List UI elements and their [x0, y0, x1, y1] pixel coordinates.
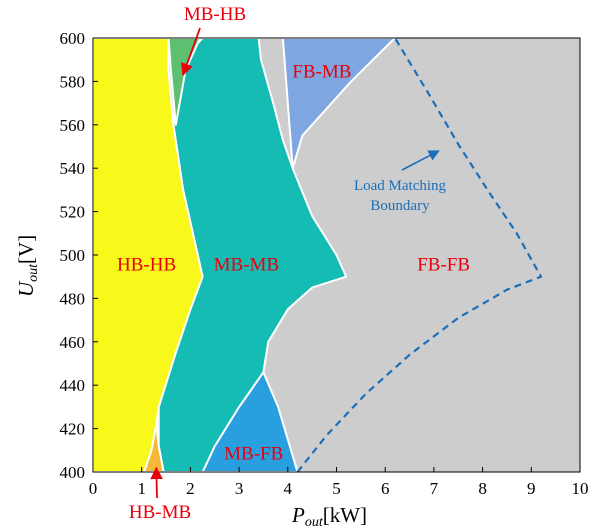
y-tick-label: 540: [60, 159, 86, 178]
y-tick-label: 520: [60, 203, 86, 222]
y-tick-label: 400: [60, 463, 86, 482]
annotation-mb-hb-arrow: [181, 27, 201, 77]
y-tick-label: 420: [60, 420, 86, 439]
y-tick-label: 460: [60, 333, 86, 352]
x-tick-label: 6: [381, 479, 390, 498]
axis-ticks: 0 1 2 3 4 5 6 7 8 9 10 400 420 440 460 480 500 520 540 560 5…: [60, 29, 589, 498]
y-tick-label: 560: [60, 116, 86, 135]
x-tick-label: 10: [572, 479, 589, 498]
annotation-hb-mb-label: HB-MB: [129, 502, 191, 523]
x-tick-label: 8: [478, 479, 487, 498]
y-tick-label: 500: [60, 246, 86, 265]
y-tick-label: 440: [60, 376, 86, 395]
region-label-fb-mb: FB-MB: [292, 62, 351, 83]
annotation-boundary-label-line: Boundary: [370, 198, 430, 214]
annotation-hb-mb-arrow: [150, 466, 163, 499]
y-axis-label: Uout[V]: [14, 235, 41, 297]
x-tick-label: 5: [332, 479, 341, 498]
region-label-mb-mb: MB-MB: [214, 255, 279, 276]
load-matching-boundary-line: [296, 38, 543, 472]
x-tick-label: 9: [527, 479, 536, 498]
region-mb-hb: [167, 38, 202, 126]
region-label-mb-fb: MB-FB: [224, 443, 283, 464]
x-tick-label: 2: [186, 479, 195, 498]
x-tick-label: 1: [137, 479, 146, 498]
y-tick-label: 600: [60, 29, 86, 48]
x-tick-label: 7: [430, 479, 439, 498]
region-label-fb-fb: FB-FB: [417, 255, 470, 276]
x-tick-label: 3: [235, 479, 244, 498]
region-label-hb-hb: HB-HB: [117, 255, 176, 276]
region-labels: FB-FB FB-MB MB-FB MB-MB HB-HB: [117, 62, 470, 465]
mode-regions: [93, 38, 580, 472]
annotations: MB-HB HB-MB Load Matching Boundary: [129, 4, 447, 523]
x-tick-label: 4: [284, 479, 293, 498]
boundary-layer: [296, 38, 543, 472]
annotation-boundary-arrow: [401, 150, 440, 171]
annotation-boundary-label-line: Load Matching: [354, 178, 447, 194]
region-fb-mb: [257, 38, 396, 170]
annotation-mb-hb-label: MB-HB: [184, 4, 246, 25]
x-tick-label: 0: [89, 479, 98, 498]
x-axis-label: Pout[kW]: [291, 503, 367, 530]
y-tick-label: 480: [60, 289, 86, 308]
y-tick-label: 580: [60, 72, 86, 91]
region-hb-hb: [93, 38, 204, 472]
